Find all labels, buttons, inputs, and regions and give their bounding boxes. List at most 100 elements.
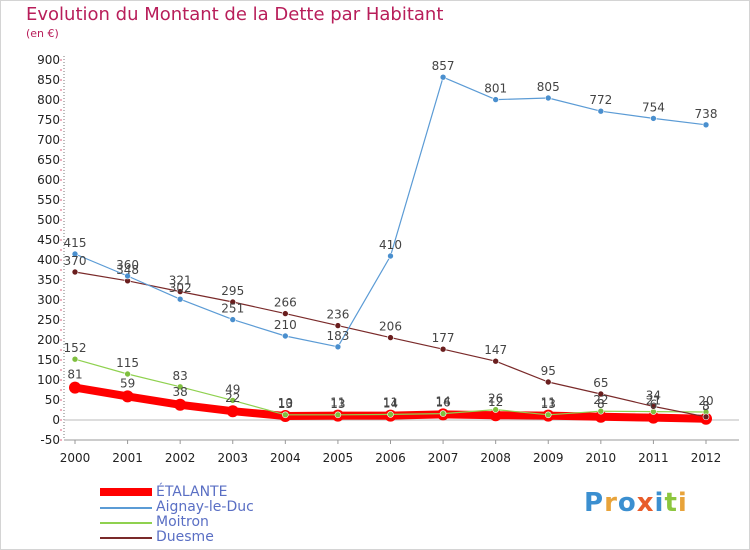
data-label-moitron: 26: [488, 392, 503, 406]
data-label--talante: 81: [67, 368, 82, 382]
legend-label-etalante: ÉTALANTE: [156, 484, 228, 500]
logo-letter: x: [636, 488, 655, 518]
y-tick-label: 600: [37, 173, 60, 187]
data-label-aignay-le-duc: 772: [589, 93, 612, 107]
data-point-aignay-le-duc: [439, 73, 447, 81]
legend-swatch-duesme: [100, 537, 152, 539]
data-label-moitron: 16: [435, 396, 450, 410]
data-label-aignay-le-duc: 754: [642, 100, 665, 114]
data-point--talante: [69, 381, 81, 394]
data-label-aignay-le-duc: 857: [432, 59, 455, 73]
data-point-aignay-le-duc: [597, 107, 605, 115]
data-point-duesme: [492, 357, 499, 365]
data-point--talante: [594, 410, 607, 423]
y-tick-label: 300: [37, 293, 60, 307]
data-label--talante: 8: [597, 397, 605, 411]
x-tick-label: 2001: [112, 451, 143, 465]
data-point-aignay-le-duc: [387, 252, 394, 260]
data-label-duesme: 34: [646, 388, 661, 402]
data-point-moitron: [492, 406, 499, 413]
y-tick-label: 200: [37, 333, 60, 347]
x-tick-label: 2003: [217, 451, 248, 465]
y-tick-label: 700: [37, 133, 60, 147]
legend-label-moitron: Moitron: [156, 514, 209, 530]
x-tick-label: 2008: [480, 451, 511, 465]
data-label-duesme: 177: [432, 331, 455, 345]
y-tick-label: 100: [37, 373, 60, 387]
data-point-moitron: [597, 407, 605, 415]
data-label-duesme: 266: [274, 296, 297, 310]
y-tick-label: 750: [37, 113, 60, 127]
x-tick-label: 2006: [375, 451, 406, 465]
legend-swatch-moitron: [100, 522, 152, 524]
logo-letter: i: [677, 488, 688, 518]
y-tick-label: 900: [37, 53, 60, 67]
data-label-duesme: 95: [541, 364, 556, 378]
data-label--talante: 11: [541, 396, 556, 410]
data-label-moitron: 83: [173, 369, 188, 383]
x-tick-label: 2004: [270, 451, 301, 465]
data-point--talante: [174, 398, 187, 411]
data-label--talante: 12: [488, 395, 503, 409]
data-point-moitron: [124, 370, 131, 378]
data-label-duesme: 65: [593, 376, 608, 390]
data-point-moitron: [334, 411, 342, 419]
data-label-aignay-le-duc: 210: [274, 318, 297, 332]
data-label-aignay-le-duc: 360: [116, 258, 139, 272]
y-tick-label: 800: [37, 93, 60, 107]
data-point-aignay-le-duc: [334, 343, 342, 351]
data-label-aignay-le-duc: 805: [537, 80, 560, 94]
y-tick-label: 350: [37, 273, 60, 287]
data-label-aignay-le-duc: 251: [221, 302, 244, 316]
data-point-aignay-le-duc: [702, 121, 710, 129]
data-label-moitron: 20: [698, 394, 713, 408]
data-label-aignay-le-duc: 738: [695, 107, 718, 121]
data-point-aignay-le-duc: [229, 316, 237, 323]
y-tick-label: 50: [45, 393, 60, 407]
logo-letter: P: [584, 488, 605, 518]
data-point-moitron: [544, 411, 552, 419]
data-point-duesme: [334, 322, 342, 329]
data-label-moitron: 115: [116, 356, 139, 370]
data-point-duesme: [702, 413, 710, 421]
data-point-duesme: [282, 310, 289, 317]
x-tick-label: 2009: [533, 451, 564, 465]
data-label--talante: 11: [383, 396, 398, 410]
data-label-moitron: 21: [646, 394, 661, 408]
legend-swatch-aignay-le-duc: [100, 507, 152, 509]
series-layer: [69, 73, 712, 425]
data-label-duesme: 370: [64, 254, 87, 268]
data-point-duesme: [387, 334, 394, 341]
data-point--talante: [647, 411, 660, 424]
x-tick-label: 2007: [428, 451, 459, 465]
data-label-duesme: 147: [484, 343, 507, 357]
data-point-moitron: [282, 411, 289, 419]
x-tick-label: 2011: [638, 451, 669, 465]
data-point--talante: [489, 409, 502, 422]
data-label-moitron: 49: [225, 382, 240, 396]
data-label-moitron: 152: [64, 341, 87, 355]
data-label-moitron: 13: [278, 397, 293, 411]
data-label-moitron: 14: [383, 396, 398, 410]
logo-letter: t: [664, 488, 678, 518]
data-label--talante: 59: [120, 376, 135, 390]
data-label-moitron: 13: [541, 397, 556, 411]
data-point-moitron: [176, 383, 184, 391]
y-tick-label: 650: [37, 153, 60, 167]
data-point-aignay-le-duc: [544, 94, 552, 102]
data-point-moitron: [229, 397, 237, 404]
logo-letter: r: [604, 488, 618, 518]
data-point-aignay-le-duc: [282, 332, 289, 340]
data-point-duesme: [71, 268, 79, 276]
data-label-moitron: 22: [593, 393, 608, 407]
logo-letter: i: [654, 488, 665, 518]
data-label-aignay-le-duc: 302: [169, 281, 192, 295]
series-line-aignay-le-duc: [74, 76, 707, 348]
data-label-duesme: 236: [326, 308, 349, 322]
data-label-moitron: 13: [330, 397, 345, 411]
y-tick-label: 150: [37, 353, 60, 367]
y-tick-label: -50: [40, 433, 60, 447]
chart-subtitle: (en €): [26, 27, 59, 40]
data-label-duesme: 8: [702, 399, 710, 413]
